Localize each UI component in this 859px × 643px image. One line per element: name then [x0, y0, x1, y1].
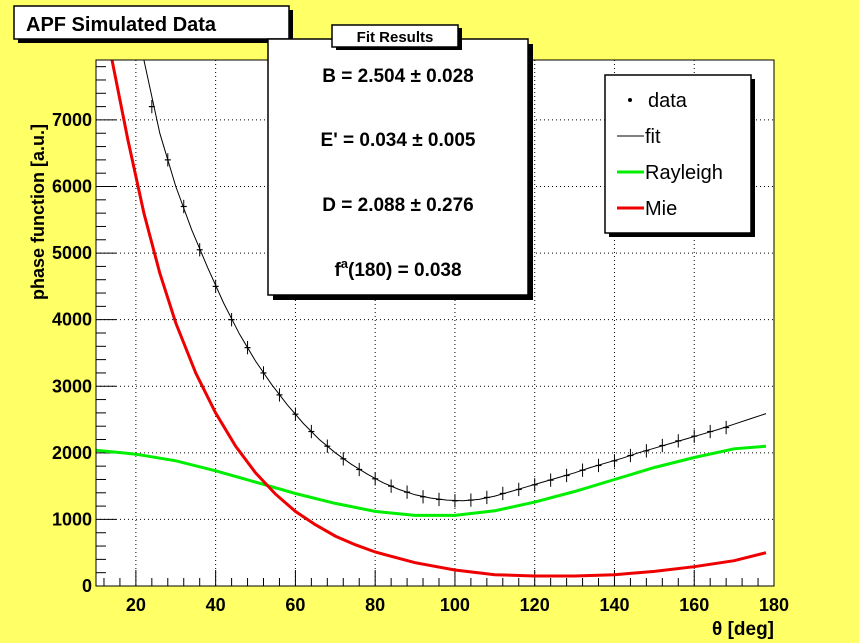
- series-layer: [96, 60, 767, 578]
- data-point: [707, 424, 714, 439]
- fit-results-box: Fit Results B = 2.504 ± 0.028 E' = 0.034…: [267, 24, 533, 300]
- data-point: [276, 388, 283, 402]
- x-tick-label: 40: [206, 595, 226, 615]
- data-point: [196, 243, 203, 257]
- y-tick-label: 2000: [52, 443, 92, 463]
- y-tick-label: 7000: [52, 110, 92, 130]
- data-point: [244, 340, 251, 355]
- y-tick-label: 4000: [52, 310, 92, 330]
- x-tick-label: 60: [285, 595, 305, 615]
- data-point: [180, 199, 187, 214]
- fit-line-f: fa(180) = 0.038: [334, 256, 461, 281]
- data-point: [148, 99, 155, 114]
- x-tick-label: 20: [126, 595, 146, 615]
- x-tick-label: 160: [679, 595, 709, 615]
- data-point: [723, 420, 730, 435]
- legend-marker: [628, 98, 632, 102]
- data-point: [260, 366, 267, 380]
- data-point: [324, 439, 331, 453]
- data-point: [292, 407, 299, 421]
- series-line-rayleigh: [96, 444, 767, 517]
- data-point: [483, 490, 490, 505]
- data-point: [212, 279, 219, 294]
- data-point: [643, 444, 650, 458]
- legend-entry-data: data: [628, 90, 688, 112]
- data-point: [388, 479, 395, 493]
- y-tick-label: 1000: [52, 509, 92, 529]
- data-point: [499, 486, 506, 501]
- data-point: [691, 429, 698, 443]
- legend-label: data: [648, 90, 688, 112]
- data-point: [340, 452, 347, 466]
- y-axis: 0 1000 2000 3000 4000 5000 6000 7000: [52, 66, 116, 596]
- y-axis-title: phase function [a.u.]: [28, 124, 48, 300]
- x-tick-label: 80: [365, 595, 385, 615]
- data-point: [659, 438, 666, 453]
- fit-box-header-frame: [331, 24, 459, 48]
- data-point: [356, 462, 363, 477]
- y-tick-label: 3000: [52, 376, 92, 396]
- data-point: [579, 463, 586, 477]
- y-tick-label: 5000: [52, 243, 92, 263]
- data-point: [531, 478, 538, 492]
- legend-entry-rayleigh: Rayleigh: [617, 162, 723, 184]
- series-line-mie: [110, 60, 767, 578]
- x-axis: 20 40 60 80 100 120 140 160 180: [103, 570, 789, 615]
- data-point: [420, 490, 427, 504]
- data-point: [228, 313, 235, 327]
- fit-line-d: D = 2.088 ± 0.276: [322, 195, 473, 216]
- data-point: [308, 424, 315, 439]
- data-point: [627, 448, 634, 463]
- legend-entry-fit: fit: [617, 126, 661, 148]
- y-tick-label: 0: [82, 576, 92, 596]
- data-point: [467, 493, 474, 507]
- title-box: APF Simulated Data: [13, 5, 293, 43]
- fit-box-header: Fit Results: [357, 29, 434, 46]
- data-point: [435, 492, 442, 507]
- x-tick-label: 120: [520, 595, 550, 615]
- data-point: [164, 153, 171, 167]
- data-point: [595, 458, 602, 473]
- legend-entry-mie: Mie: [617, 198, 677, 220]
- x-tick-label: 100: [440, 595, 470, 615]
- data-point: [451, 494, 458, 508]
- data-point: [547, 473, 554, 487]
- x-axis-title: θ [deg]: [712, 619, 774, 640]
- legend-items: data fit Rayleigh Mie: [617, 90, 723, 220]
- x-tick-label: 140: [599, 595, 629, 615]
- x-tick-label: 180: [759, 595, 789, 615]
- data-point: [515, 482, 522, 497]
- data-point: [372, 472, 379, 486]
- chart-title: APF Simulated Data: [26, 14, 217, 36]
- y-tick-label: 6000: [52, 177, 92, 197]
- fit-line-e: E' = 0.034 ± 0.005: [321, 130, 476, 151]
- data-point: [404, 485, 411, 499]
- data-point: [563, 468, 570, 483]
- legend-label: Mie: [645, 198, 677, 220]
- fit-box-frame: [267, 38, 529, 296]
- data-point: [611, 454, 618, 468]
- title-box-frame: [13, 5, 290, 40]
- legend-label: fit: [645, 126, 661, 148]
- legend: data fit Rayleigh Mie: [604, 74, 755, 237]
- data-point: [675, 434, 682, 448]
- legend-label: Rayleigh: [645, 162, 723, 184]
- fit-line-b: B = 2.504 ± 0.028: [322, 66, 473, 87]
